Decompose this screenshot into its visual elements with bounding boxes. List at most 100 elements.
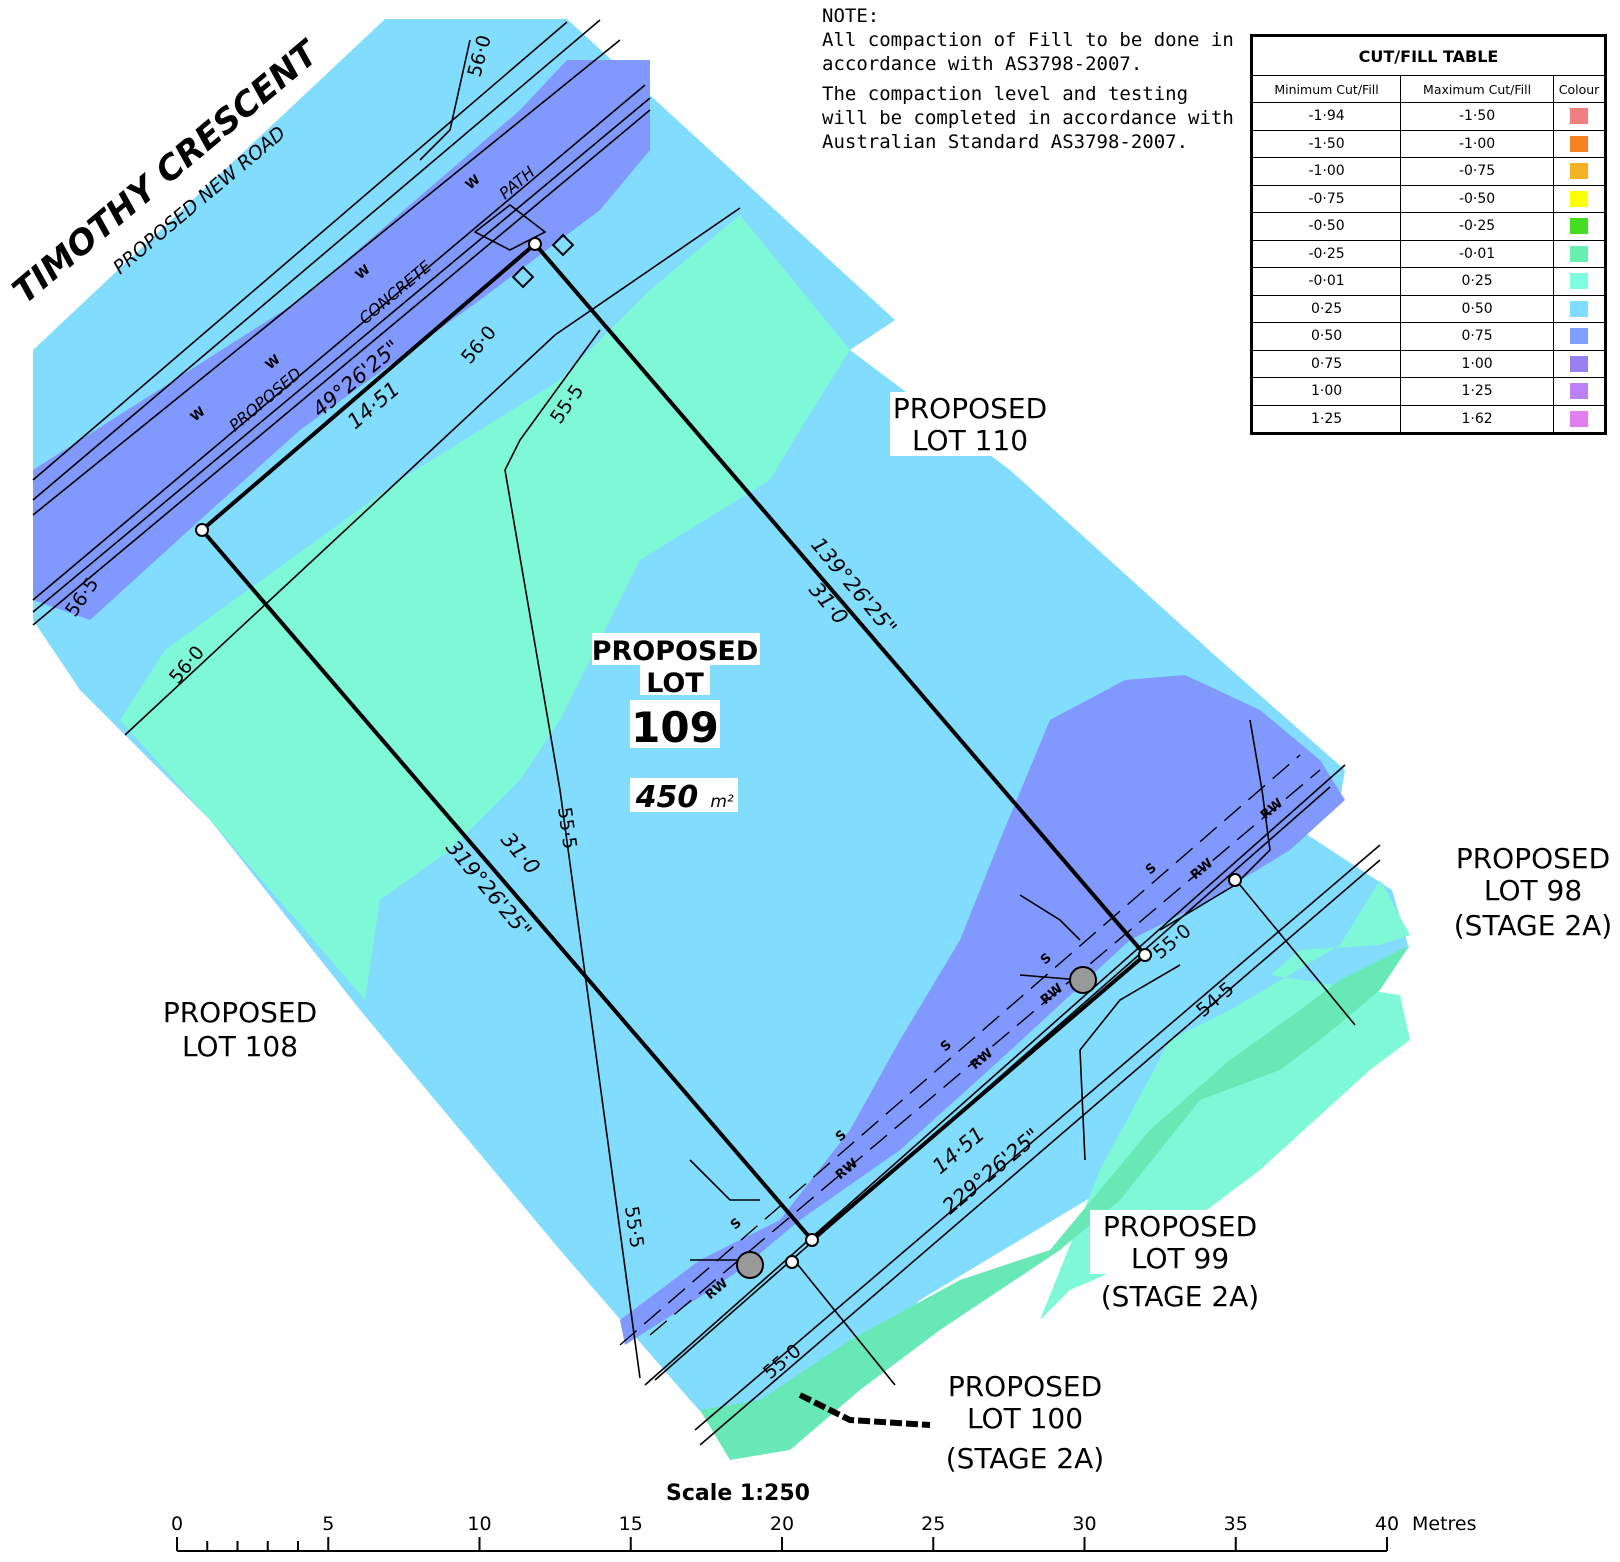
colour-cell xyxy=(1553,267,1606,296)
scale-tick-label: 30 xyxy=(1072,1513,1096,1535)
colour-cell xyxy=(1553,129,1606,158)
min-cut-fill-cell: 1·00 xyxy=(1250,377,1402,406)
scale-tick-label: 5 xyxy=(322,1513,334,1535)
min-cut-fill-cell: -1·94 xyxy=(1250,102,1402,131)
lot-area-unit: m² xyxy=(710,792,734,812)
colour-swatch xyxy=(1570,135,1588,152)
lot-100-label: LOT 100 xyxy=(967,1402,1083,1435)
colour-swatch xyxy=(1570,190,1588,207)
colour-cell xyxy=(1553,294,1606,323)
colour-swatch xyxy=(1570,355,1588,372)
colour-swatch xyxy=(1570,245,1588,262)
lot-98-label: (STAGE 2A) xyxy=(1454,909,1612,942)
neighbour-labels: PROPOSED LOT 110 PROPOSED LOT 108 PROPOS… xyxy=(163,392,1612,1475)
cut-fill-table-body: -1·94 -1·50 -1·50 -1·00 -1·00 -0·75 -0·75 -0·50… xyxy=(1250,102,1606,434)
min-cut-fill-cell: 0·50 xyxy=(1250,322,1402,351)
scale-tick-label: 40 xyxy=(1375,1513,1399,1535)
scale-tick-label: 15 xyxy=(619,1513,643,1535)
lot-99-label: LOT 99 xyxy=(1131,1242,1229,1275)
lot-area: 450 xyxy=(635,780,699,815)
lot-110-label: PROPOSED xyxy=(893,392,1047,425)
max-cut-fill-cell: -1·00 xyxy=(1400,129,1554,158)
max-cut-fill-cell: -1·50 xyxy=(1400,102,1554,131)
scale-unit: Metres xyxy=(1412,1513,1477,1535)
min-cut-fill-cell: -0·01 xyxy=(1250,267,1402,296)
max-cut-fill-cell: 0·50 xyxy=(1400,294,1554,323)
min-cut-fill-cell: -1·00 xyxy=(1250,157,1402,186)
colour-swatch xyxy=(1570,328,1588,345)
lot-100-label: (STAGE 2A) xyxy=(946,1442,1104,1475)
colour-cell xyxy=(1553,377,1606,406)
colour-swatch xyxy=(1570,273,1588,290)
min-cut-fill-cell: -0·25 xyxy=(1250,239,1402,268)
colour-cell xyxy=(1553,239,1606,268)
colour-swatch xyxy=(1570,108,1588,125)
table-row: -1·00 -0·75 xyxy=(1250,157,1606,186)
max-cut-fill-cell: 1·00 xyxy=(1400,349,1554,378)
scale-bar: Scale 1:250 0 5 10 15 20 25 30 35 40 Metres xyxy=(171,1481,1477,1552)
compaction-note: NOTE: All compaction of Fill to be done … xyxy=(822,4,1242,160)
scale-ticks: 0 5 10 15 20 25 30 35 40 xyxy=(171,1513,1399,1551)
table-row: -0·75 -0·50 xyxy=(1250,184,1606,213)
min-cut-fill-cell: 0·75 xyxy=(1250,349,1402,378)
column-header-colour: Colour xyxy=(1553,75,1606,103)
table-row: 0·50 0·75 xyxy=(1250,322,1606,351)
lot-99-label: PROPOSED xyxy=(1103,1210,1257,1243)
colour-swatch xyxy=(1570,410,1588,427)
zone-fill-neg025-001 xyxy=(700,945,1410,1460)
colour-cell xyxy=(1553,184,1606,213)
scale-tick-label: 20 xyxy=(770,1513,794,1535)
colour-cell xyxy=(1553,322,1606,351)
lot-heading: PROPOSED xyxy=(592,636,759,667)
colour-swatch xyxy=(1570,163,1588,180)
colour-swatch xyxy=(1570,300,1588,317)
lot-number: 109 xyxy=(631,703,719,752)
scale-title: Scale 1:250 xyxy=(666,1481,810,1506)
min-cut-fill-cell: 0·25 xyxy=(1250,294,1402,323)
colour-cell xyxy=(1553,157,1606,186)
max-cut-fill-cell: -0·25 xyxy=(1400,212,1554,241)
note-line-1: All compaction of Fill to be done in acc… xyxy=(822,29,1234,75)
colour-cell xyxy=(1553,349,1606,378)
max-cut-fill-cell: -0·01 xyxy=(1400,239,1554,268)
min-cut-fill-cell: -0·75 xyxy=(1250,184,1402,213)
note-line-2: The compaction level and testing will be… xyxy=(822,83,1234,153)
lot-98-label: PROPOSED xyxy=(1456,842,1610,875)
table-row: 0·25 0·50 xyxy=(1250,294,1606,323)
min-cut-fill-cell: 1·25 xyxy=(1250,404,1402,434)
max-cut-fill-cell: 1·62 xyxy=(1400,404,1554,434)
table-row: 0·75 1·00 xyxy=(1250,349,1606,378)
lot-100-label: PROPOSED xyxy=(948,1370,1102,1403)
colour-cell xyxy=(1553,404,1606,434)
zone-fill-neg001-025-a xyxy=(120,215,850,1000)
max-cut-fill-cell: -0·50 xyxy=(1400,184,1554,213)
table-row: -0·50 -0·25 xyxy=(1250,212,1606,241)
lot-108-label: LOT 108 xyxy=(182,1030,298,1063)
colour-cell xyxy=(1553,102,1606,131)
table-row: -0·01 0·25 xyxy=(1250,267,1606,296)
min-cut-fill-cell: -1·50 xyxy=(1250,129,1402,158)
scale-tick-label: 25 xyxy=(921,1513,945,1535)
column-header-maximum: Maximum Cut/Fill xyxy=(1400,75,1554,103)
lot-110-label: LOT 110 xyxy=(912,424,1028,457)
pits xyxy=(195,233,1242,1279)
lot-word: LOT xyxy=(646,668,704,699)
scale-tick-label: 35 xyxy=(1224,1513,1248,1535)
max-cut-fill-cell: 0·25 xyxy=(1400,267,1554,296)
table-row: -0·25 -0·01 xyxy=(1250,239,1606,268)
scale-tick-label: 0 xyxy=(171,1513,183,1535)
max-cut-fill-cell: -0·75 xyxy=(1400,157,1554,186)
note-heading: NOTE: xyxy=(822,5,880,27)
max-cut-fill-cell: 1·25 xyxy=(1400,377,1554,406)
colour-swatch xyxy=(1570,218,1588,235)
zone-fill-050-075-rear xyxy=(620,675,1345,1345)
lot-99-label: (STAGE 2A) xyxy=(1101,1280,1259,1313)
colour-swatch xyxy=(1570,383,1588,400)
scale-tick-label: 10 xyxy=(467,1513,491,1535)
cut-fill-table: CUT/FILL TABLE Minimum Cut/Fill Maximum … xyxy=(1250,34,1607,435)
table-row: 1·25 1·62 xyxy=(1250,404,1606,434)
lot-109-label: PROPOSED LOT 109 450 m² xyxy=(592,633,760,815)
lot-108-label: PROPOSED xyxy=(163,996,317,1029)
colour-cell xyxy=(1553,212,1606,241)
